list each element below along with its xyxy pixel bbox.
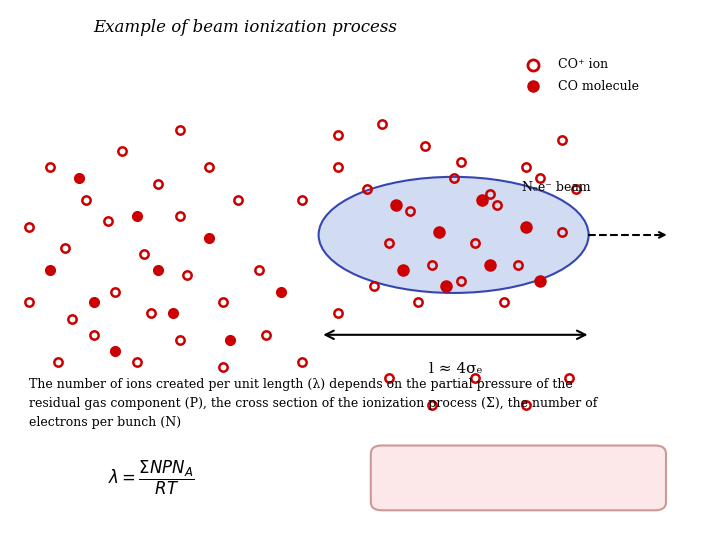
FancyBboxPatch shape <box>371 446 666 510</box>
Text: For ex. CLIC λ ≈ 25 ions/m: For ex. CLIC λ ≈ 25 ions/m <box>427 471 610 484</box>
Text: The number of ions created per unit length (λ) depends on the partial pressure o: The number of ions created per unit leng… <box>29 378 597 429</box>
Text: Nₑe⁻ beam: Nₑe⁻ beam <box>522 181 590 194</box>
Text: l ≈ 4σₑ: l ≈ 4σₑ <box>428 362 482 376</box>
Text: CO molecule: CO molecule <box>558 80 639 93</box>
Ellipse shape <box>319 177 589 293</box>
Text: $\lambda = \dfrac{\Sigma N P N_A}{RT}$: $\lambda = \dfrac{\Sigma N P N_A}{RT}$ <box>108 459 194 497</box>
Text: CO⁺ ion: CO⁺ ion <box>558 58 608 71</box>
Text: Example of beam ionization process: Example of beam ionization process <box>94 19 397 36</box>
